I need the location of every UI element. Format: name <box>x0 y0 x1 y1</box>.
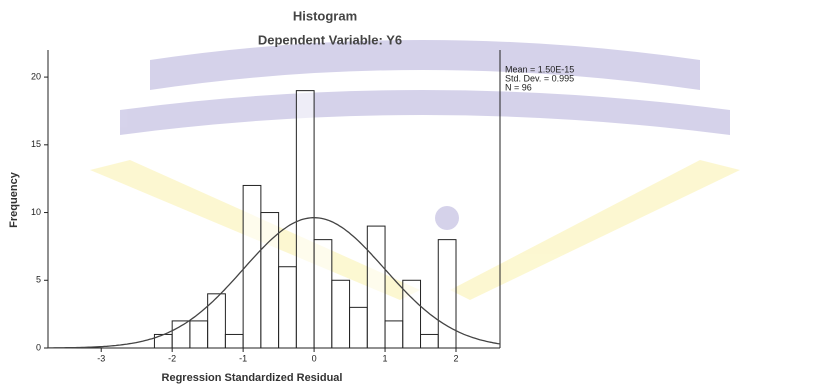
bar <box>314 240 332 348</box>
chart: Histogram Dependent Variable: Y6 Regress… <box>0 0 833 385</box>
y-tick-label: 5 <box>36 275 41 285</box>
x-tick-label: 1 <box>383 353 388 363</box>
page: Histogram Dependent Variable: Y6 Regress… <box>0 0 833 385</box>
y-tick-label: 20 <box>31 71 41 81</box>
y-tick-label: 0 <box>36 342 41 352</box>
x-tick-label: 0 <box>312 353 317 363</box>
bar <box>172 321 190 348</box>
bar <box>385 321 403 348</box>
x-tick-label: -1 <box>239 353 247 363</box>
chart-title: Histogram <box>293 8 357 23</box>
x-tick-label: -2 <box>168 353 176 363</box>
bar <box>208 294 226 348</box>
y-tick-label: 10 <box>31 207 41 217</box>
bar <box>403 280 421 348</box>
y-tick-label: 15 <box>31 139 41 149</box>
x-tick-label: 2 <box>453 353 458 363</box>
bar <box>332 280 350 348</box>
bar <box>350 307 368 348</box>
x-axis-label: Regression Standardized Residual <box>162 372 343 384</box>
x-tick-label: -3 <box>97 353 105 363</box>
y-axis-label: Frequency <box>8 171 20 228</box>
bar <box>190 321 208 348</box>
bar <box>421 334 439 348</box>
bar <box>225 334 243 348</box>
bar <box>367 226 385 348</box>
bar <box>438 240 456 348</box>
chart-subtitle: Dependent Variable: Y6 <box>258 32 402 47</box>
stat-n: N = 96 <box>505 82 532 92</box>
bar <box>261 213 279 348</box>
bar <box>279 267 297 348</box>
watermark <box>90 40 740 300</box>
